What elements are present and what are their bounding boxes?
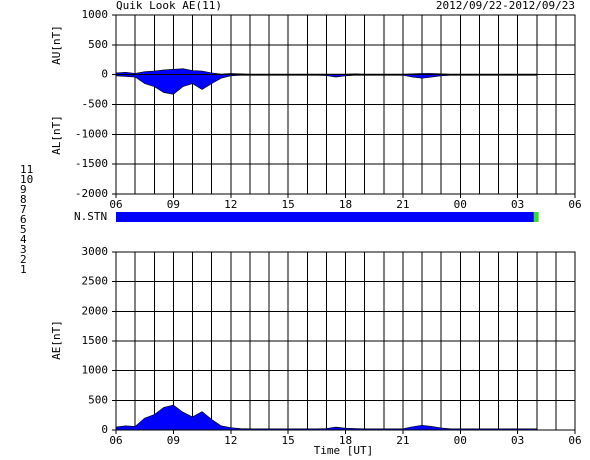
station-legend: 3 (20, 243, 27, 256)
x-tick-label: 03 (511, 198, 524, 211)
y-tick-label: 1000 (82, 8, 109, 21)
station-label: N.STN (74, 210, 107, 223)
x-tick-label: 06 (568, 198, 581, 211)
station-legend: 1 (20, 263, 27, 276)
y-tick-label: 2500 (82, 275, 109, 288)
y-tick-label: 0 (101, 68, 108, 81)
x-tick-label: 06 (568, 434, 581, 447)
y-axis-label: AL[nT] (50, 115, 63, 155)
date-range: 2012/09/22-2012/09/23 (436, 0, 575, 12)
station-legend: 11 (20, 163, 33, 176)
area (115, 68, 538, 75)
x-tick-label: 03 (511, 434, 524, 447)
y-tick-label: -2000 (75, 187, 108, 200)
station-legend: 6 (20, 213, 27, 226)
y-tick-label: 0 (101, 423, 108, 436)
y-tick-label: 2000 (82, 304, 109, 317)
station-legend: 10 (20, 173, 33, 186)
plot-frame (115, 251, 576, 431)
y-tick-label: -500 (82, 98, 109, 111)
y-tick-label: 500 (88, 393, 108, 406)
y-axis-label: AU[nT] (50, 25, 63, 65)
area (115, 404, 538, 431)
y-tick-label: 3000 (82, 245, 109, 258)
x-tick-label: 00 (454, 434, 467, 447)
area (115, 74, 538, 95)
x-tick-label: 09 (167, 198, 180, 211)
station-legend: 7 (20, 203, 27, 216)
y-tick-label: 1000 (82, 364, 109, 377)
x-tick-label: 09 (167, 434, 180, 447)
y-tick-label: -1000 (75, 127, 108, 140)
x-tick-label: 21 (396, 434, 409, 447)
x-tick-label: 12 (224, 198, 237, 211)
x-axis-label: Time [UT] (314, 444, 374, 457)
y-tick-label: 500 (88, 38, 108, 51)
x-tick-label: 15 (282, 198, 295, 211)
x-tick-label: 18 (339, 434, 352, 447)
x-tick-label: 00 (454, 198, 467, 211)
x-tick-label: 06 (109, 434, 122, 447)
station-legend: 9 (20, 183, 27, 196)
y-tick-label: -1500 (75, 157, 108, 170)
y-axis-label: AE[nT] (50, 320, 63, 360)
station-bar (533, 212, 539, 222)
station-legend: 2 (20, 253, 27, 266)
station-legend: 8 (20, 193, 27, 206)
x-tick-label: 18 (339, 198, 352, 211)
station-legend: 5 (20, 223, 27, 236)
station-legend: 4 (20, 233, 27, 246)
x-tick-label: 21 (396, 198, 409, 211)
y-tick-label: 1500 (82, 334, 109, 347)
station-bar (116, 212, 534, 222)
x-tick-label: 12 (224, 434, 237, 447)
chart-title: Quik Look AE(11) (116, 0, 222, 12)
x-tick-label: 15 (282, 434, 295, 447)
x-tick-label: 06 (109, 198, 122, 211)
plot-frame (115, 14, 576, 195)
